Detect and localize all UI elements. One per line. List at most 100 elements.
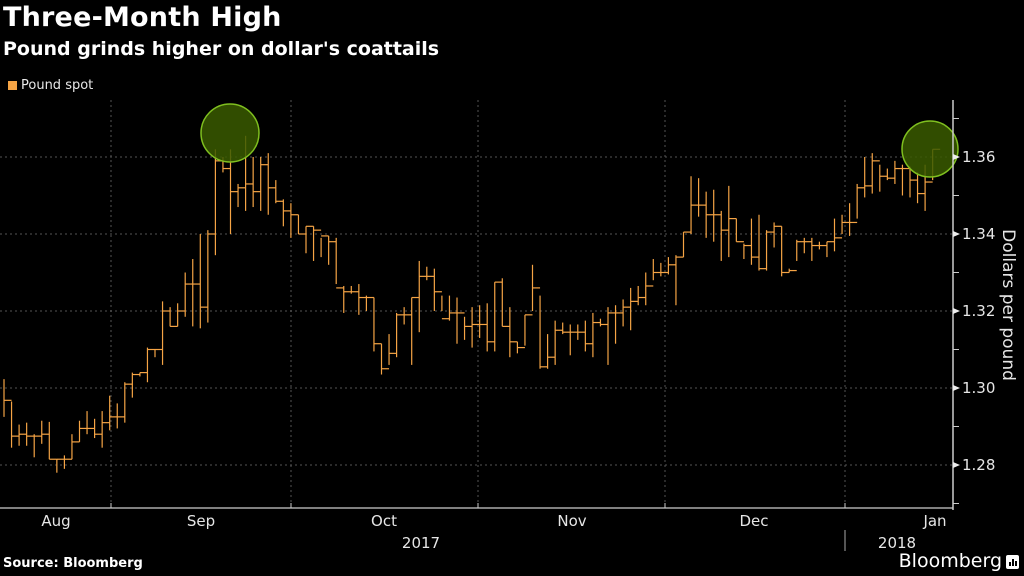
price-bar	[312, 226, 322, 261]
price-bar	[539, 295, 548, 369]
x-year-label: 2018	[878, 534, 916, 552]
x-month-label: Aug	[41, 512, 70, 530]
x-year-label: 2017	[402, 534, 440, 552]
price-bar	[916, 172, 926, 204]
price-bar	[109, 395, 118, 431]
price-bar	[328, 235, 337, 265]
price-bar	[343, 285, 352, 313]
price-bar	[161, 301, 171, 365]
price-bar	[26, 422, 35, 446]
price-bar	[403, 307, 412, 325]
y-tick-marker	[953, 231, 960, 237]
x-month-label: Dec	[739, 512, 768, 530]
price-bar	[131, 372, 140, 398]
price-bar	[396, 312, 405, 358]
y-tick-label: 1.28	[962, 456, 995, 474]
price-bar	[848, 203, 858, 236]
price-bar	[388, 334, 397, 365]
price-bar	[441, 295, 450, 320]
price-bar	[894, 160, 903, 184]
price-bar	[237, 183, 246, 208]
price-bar	[18, 424, 27, 446]
legend: Pound spot	[8, 78, 93, 93]
price-bar	[652, 259, 661, 281]
x-month-label: Nov	[557, 512, 586, 530]
price-bar	[154, 348, 163, 358]
price-bar	[811, 237, 820, 261]
price-bar	[184, 272, 193, 317]
x-month-label: Jan	[922, 512, 946, 530]
price-bar	[675, 255, 684, 306]
price-bar	[10, 401, 20, 448]
price-bar	[637, 285, 646, 306]
chart-subtitle: Pound grinds higher on dollar's coattail…	[3, 38, 440, 60]
highlight-circle	[901, 120, 959, 178]
price-bar	[335, 237, 344, 289]
price-bar	[614, 305, 624, 344]
price-bar	[305, 225, 314, 254]
price-bar	[705, 191, 714, 238]
price-bar	[229, 149, 239, 234]
price-bar	[803, 237, 812, 254]
price-bar	[320, 235, 329, 258]
legend-label: Pound spot	[21, 78, 94, 93]
bloomberg-chart-icon	[1006, 555, 1019, 569]
price-bar	[33, 434, 42, 458]
y-tick-marker	[953, 385, 960, 391]
price-bar	[177, 303, 186, 327]
x-month-label: Sep	[187, 512, 215, 530]
price-bar	[124, 382, 133, 423]
price-bar	[411, 296, 420, 365]
price-bar	[531, 264, 541, 311]
price-bar	[214, 149, 223, 256]
price-bar	[765, 230, 775, 271]
price-bar	[282, 199, 291, 227]
price-bar	[471, 307, 480, 348]
price-bar	[207, 230, 216, 323]
y-tick-marker	[953, 154, 960, 160]
price-bar	[297, 214, 306, 235]
price-bar	[660, 262, 669, 277]
bars-layer	[3, 135, 941, 473]
price-bar	[690, 176, 699, 234]
price-bar	[260, 157, 269, 211]
price-bar	[841, 214, 850, 234]
price-bar	[826, 241, 835, 258]
price-bar	[554, 320, 563, 365]
source-note: Source: Bloomberg	[3, 556, 143, 571]
price-bar	[199, 234, 208, 329]
y-tick-marker	[953, 308, 960, 314]
price-bar	[192, 259, 201, 327]
y-tick-label: 1.32	[962, 302, 995, 320]
price-bar	[463, 316, 473, 340]
price-bar	[71, 434, 80, 460]
price-bar	[788, 268, 797, 273]
axis-layer: 1.28 1.30 1.32 1.34 1.36 Dollars per pound Aug…	[0, 100, 1018, 552]
price-bar	[501, 278, 510, 327]
price-bar	[41, 420, 50, 444]
y-tick-label: 1.30	[962, 379, 995, 397]
price-bar	[720, 210, 729, 261]
chart-title: Three-Month High	[3, 2, 282, 33]
price-bar	[901, 164, 910, 196]
price-bar	[56, 458, 65, 473]
price-bar	[864, 157, 873, 198]
price-bar	[101, 411, 110, 448]
price-bar	[116, 403, 125, 429]
price-bar	[169, 307, 178, 327]
price-bar	[833, 218, 843, 252]
y-tick-label: 1.36	[962, 148, 995, 166]
price-bar	[818, 241, 827, 250]
price-bar	[592, 312, 601, 358]
price-bar	[426, 266, 435, 281]
price-bar	[358, 284, 367, 315]
y-tick-marker	[953, 462, 960, 468]
price-bar	[267, 153, 276, 215]
price-bar	[622, 299, 631, 327]
price-bar	[365, 295, 374, 311]
highlight-circle	[200, 103, 260, 163]
price-bar	[63, 455, 72, 469]
legend-swatch	[8, 81, 17, 90]
price-bar	[373, 297, 382, 352]
price-bar	[607, 307, 616, 365]
